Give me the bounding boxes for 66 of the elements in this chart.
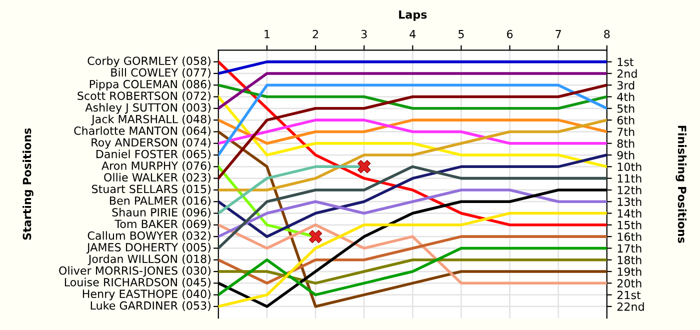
line-series xyxy=(218,95,607,168)
text: JAMES DOHERTY (005) xyxy=(86,242,210,254)
y-tick-label: 3rd xyxy=(617,80,634,90)
line-series xyxy=(218,188,607,238)
y-tick-label: 8th xyxy=(617,139,634,148)
text: Corby GORMLEY (058) xyxy=(88,56,210,68)
y-tick-label: 18th xyxy=(618,256,642,264)
text: Oliver MORRIS-JONES (030) xyxy=(59,266,210,277)
text: Luke GARDINER (053) xyxy=(90,301,210,311)
y-tick-label: 17th xyxy=(618,244,642,252)
x-tick-label: 5 xyxy=(458,30,464,38)
y-tick-label: 9th xyxy=(617,150,634,160)
line-series xyxy=(218,165,607,250)
text: Pippa COLEMAN (086) xyxy=(90,80,210,90)
line-series xyxy=(218,118,607,192)
x-tick-label: 3 xyxy=(361,30,367,38)
text: Henry EASTHOPE (040) xyxy=(82,289,210,300)
y-tick-label: 15th xyxy=(618,220,642,230)
x-tick-label: 2 xyxy=(312,30,318,38)
line-series xyxy=(218,84,607,180)
x-tick-label: 8 xyxy=(604,30,610,38)
text: Jack MARSHALL (048) xyxy=(91,114,210,126)
x-tick-label: 7 xyxy=(556,30,561,38)
x-axis-title: Laps xyxy=(399,10,427,21)
y-tick-label: 21st xyxy=(617,290,641,300)
y-tick-label: 19th xyxy=(618,267,642,276)
text: Daniel FOSTER (065) xyxy=(96,150,210,160)
text: Callum BOWYER (032) xyxy=(88,231,210,242)
text: Shaun PIRIE (096) xyxy=(112,208,210,218)
text: Tom BAKER (069) xyxy=(114,220,210,230)
text: Ollie WALKER (023) xyxy=(104,172,210,183)
x-tick-label: 4 xyxy=(410,30,416,38)
y-tick-label: 2nd xyxy=(617,69,637,78)
text: Bill COWLEY (077) xyxy=(111,68,210,78)
y-tick-label: 7th xyxy=(618,127,634,136)
text: Starting Positions xyxy=(22,128,34,240)
text: Charlotte MANTON (064) xyxy=(74,126,210,136)
y-tick-label: 14th xyxy=(618,209,642,218)
x-tick-label: 6 xyxy=(507,30,513,38)
y-tick-label: 10th xyxy=(618,162,642,172)
line-series xyxy=(218,212,607,308)
text: Ashley J SUTTON (003) xyxy=(85,103,210,114)
text: Ben PALMER (016) xyxy=(110,196,210,206)
text: Scott ROBERTSON (072) xyxy=(78,91,210,102)
line-series xyxy=(218,154,607,238)
x-tick-label: 1 xyxy=(264,30,270,38)
y-tick-label: 6th xyxy=(617,116,634,124)
line-series xyxy=(218,246,607,296)
line-series xyxy=(218,235,607,285)
text: Aron MURPHY (076) xyxy=(102,161,210,172)
y-tick-label: 20th xyxy=(617,278,642,288)
y-tick-label: 4th xyxy=(617,92,634,101)
text: Louise RICHARDSON (045) xyxy=(64,278,210,288)
y-tick-label: 11th xyxy=(618,174,642,183)
y-axis-title: Finishing Positions xyxy=(676,126,687,243)
y-tick-label: 16th xyxy=(618,232,642,241)
y-tick-label: 5th xyxy=(617,104,634,113)
y-tick-label: 22nd xyxy=(617,302,644,311)
y-tick-label: 1st xyxy=(618,58,634,66)
text: Roy ANDERSON (074) xyxy=(92,138,210,149)
line-series xyxy=(218,130,607,308)
y-tick-label: 13th xyxy=(618,197,642,206)
line-series xyxy=(218,224,607,285)
text: Stuart SELLARS (015) xyxy=(92,184,210,194)
text: Jordan WILLSON (018) xyxy=(88,254,210,266)
y-tick-label: 12th xyxy=(618,186,642,194)
